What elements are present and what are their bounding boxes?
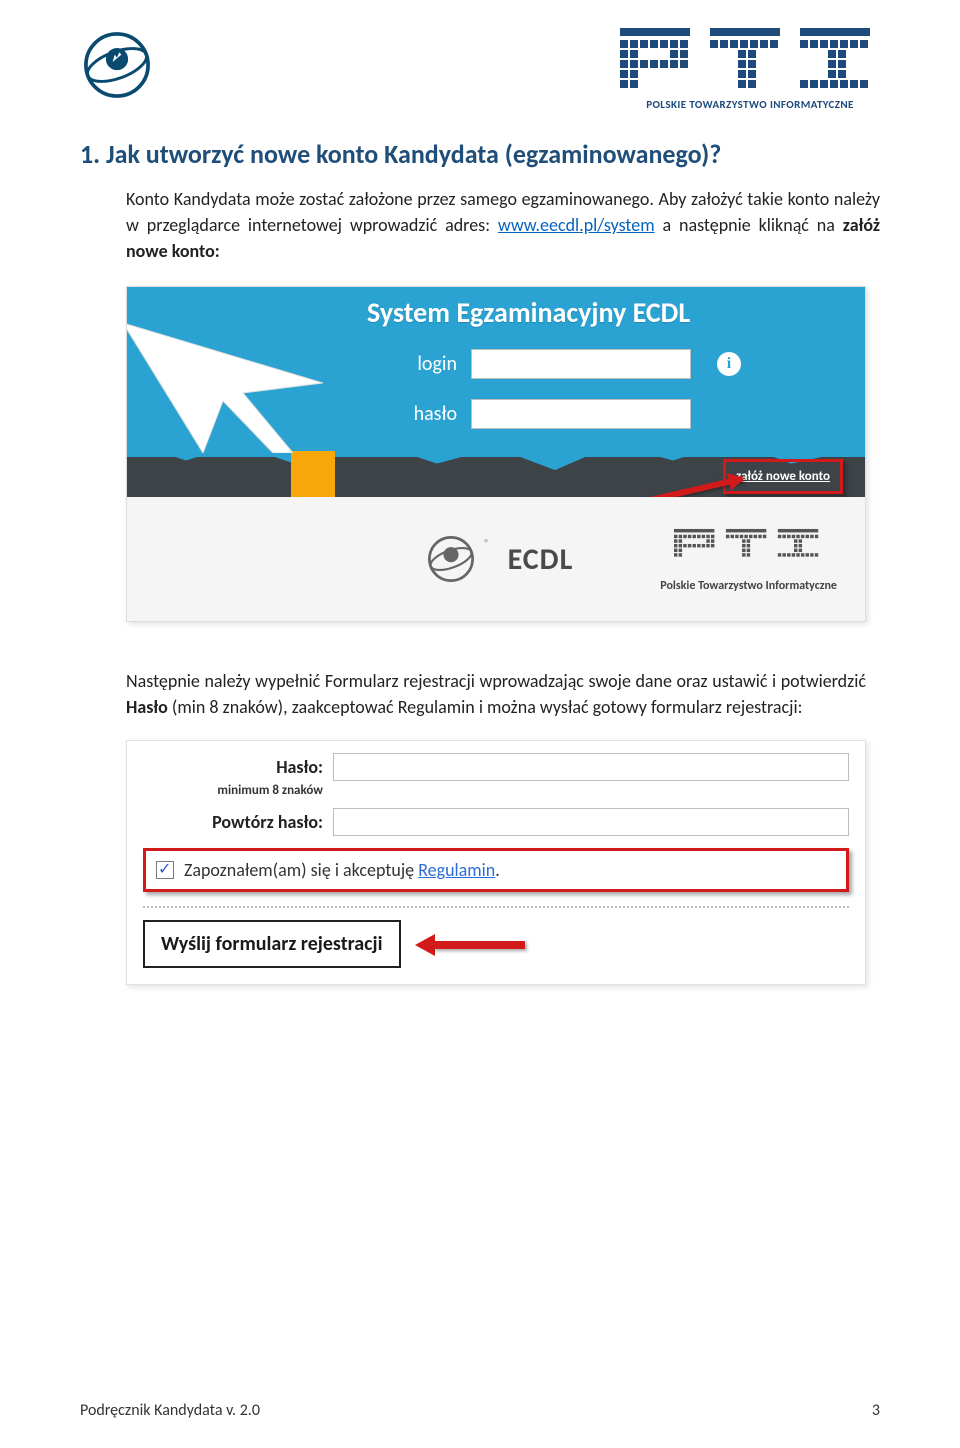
accept-checkbox[interactable] (156, 861, 174, 879)
system-link[interactable]: www.eecdl.pl/system (498, 214, 655, 236)
page-footer: Podręcznik Kandydata v. 2.0 3 (80, 1401, 880, 1420)
regulamin-link[interactable]: Regulamin (418, 859, 495, 881)
highlight-arrow-left-icon (415, 934, 525, 954)
intro-text-mid: a następnie kliknąć na (655, 214, 843, 236)
info-icon[interactable]: i (717, 352, 741, 376)
screenshot-registration-form: Hasło: minimum 8 znaków Powtórz hasło: Z… (126, 740, 866, 985)
login-input[interactable] (471, 349, 691, 379)
page-header: POLSKIE TOWARZYSTWO INFORMATYCZNE (80, 28, 880, 138)
cursor-arrow-icon (127, 323, 323, 453)
pti-caption: POLSKIE TOWARZYSTWO INFORMATYCZNE (620, 98, 880, 111)
haslo-form-label: Hasło: (143, 756, 333, 778)
password-input[interactable] (471, 399, 691, 429)
ecdl-wordmark: ECDL (508, 541, 574, 578)
haslo-form-input[interactable] (333, 753, 849, 781)
accept-row-highlight: Zapoznałem(am) się i akceptuję Regulamin… (143, 848, 849, 892)
screenshot-login: System Egzaminacyjny ECDL login i hasło … (126, 286, 866, 622)
footer-title: Podręcznik Kandydata v. 2.0 (80, 1401, 260, 1420)
submit-button[interactable]: Wyślij formularz rejestracji (143, 920, 401, 968)
intro-paragraph: Konto Kandydata może zostać założone prz… (126, 186, 880, 264)
haslo-hint: minimum 8 znaków (143, 783, 333, 798)
highlight-arrow-icon (571, 476, 743, 497)
section-heading: 1. Jak utworzyć nowe konto Kandydata (eg… (80, 138, 880, 170)
pti-logo: POLSKIE TOWARZYSTWO INFORMATYCZNE (620, 28, 880, 111)
system-title: System Egzaminacyjny ECDL (367, 295, 690, 330)
pti-footer-logo: Polskie Towarzystwo Informatyczne (660, 526, 837, 593)
login-label: login (397, 352, 457, 376)
ecdl-footer-logo: ® ECDL (424, 532, 573, 586)
footer-page-number: 3 (872, 1401, 880, 1420)
password-label: hasło (397, 402, 457, 426)
powtorz-label: Powtórz hasło: (143, 811, 333, 833)
pti-footer-caption: Polskie Towarzystwo Informatyczne (660, 579, 837, 593)
second-paragraph: Następnie należy wypełnić Formularz reje… (126, 668, 866, 720)
accept-text: Zapoznałem(am) się i akceptuję Regulamin… (184, 859, 500, 881)
create-account-link[interactable]: załóż nowe konto (736, 469, 830, 484)
powtorz-input[interactable] (333, 808, 849, 836)
ecdl-logo-small (80, 28, 154, 107)
registered-icon: ® (484, 537, 490, 550)
